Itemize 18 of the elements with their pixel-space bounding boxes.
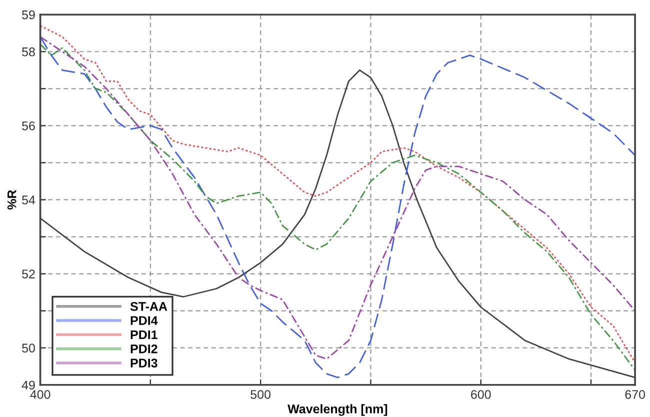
y-tick-label: 54: [22, 196, 36, 204]
y-tick-label: 59: [22, 10, 35, 20]
x-tick-label: 670: [625, 390, 645, 399]
y-tick-label: 49: [22, 380, 35, 390]
y-tick-label: 50: [22, 344, 35, 353]
legend-label: PDI3: [130, 358, 158, 368]
y-tick-label: 56: [22, 121, 35, 130]
x-tick-label: 400: [30, 390, 50, 399]
legend-label: PDI2: [130, 344, 158, 354]
y-tick-label: 58: [22, 47, 35, 56]
x-tick-label: 600: [471, 390, 491, 399]
x-axis-title: Wavelength [nm]: [288, 404, 388, 416]
legend-label: ST-AA: [130, 302, 168, 311]
y-axis-title: %R: [7, 190, 16, 210]
y-tick-label: 52: [22, 270, 35, 278]
legend-label: PDI1: [130, 330, 158, 340]
legend-label: PDI4: [130, 316, 158, 325]
x-tick-label: 500: [250, 390, 271, 399]
